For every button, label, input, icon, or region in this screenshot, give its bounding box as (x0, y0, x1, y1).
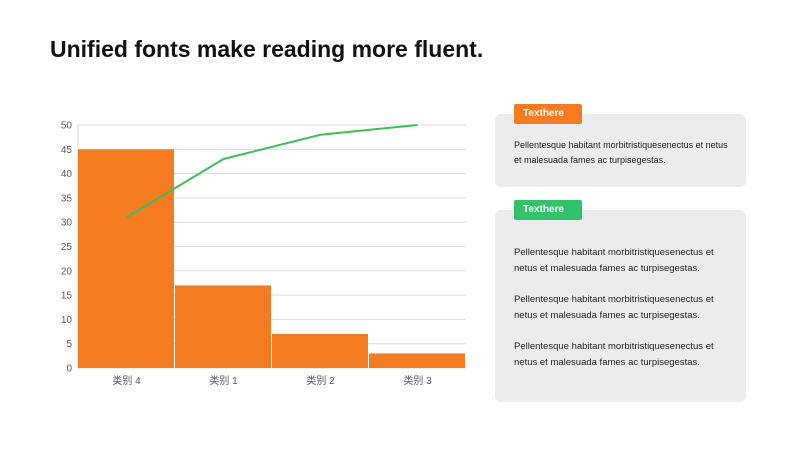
line-series (125, 124, 418, 219)
bar (78, 149, 174, 368)
cumulative-line (125, 124, 418, 219)
x-tick-label: 类别 3 (403, 374, 432, 387)
card-2-paragraph-3: Pellentesque habitant morbitristiquesene… (514, 341, 714, 368)
bar-series (78, 149, 465, 368)
bar (272, 333, 368, 368)
bar (369, 353, 465, 368)
y-tick-label: 0 (66, 364, 72, 375)
x-tick-label: 类别 1 (209, 374, 238, 387)
y-tick-label: 20 (61, 266, 73, 277)
y-tick-label: 35 (61, 193, 73, 204)
info-card-1: Pellentesque habitant morbitristiquesene… (495, 114, 746, 187)
y-tick-label: 30 (61, 218, 73, 229)
axis-ticks: 0 5 10 15 20 25 30 35 40 45 50 类别 4 类别 1 类别 2 类别 3 (61, 121, 432, 388)
y-tick-label: 40 (61, 169, 73, 180)
y-tick-label: 50 (61, 121, 73, 132)
x-tick-label: 类别 4 (112, 374, 141, 387)
y-tick-label: 45 (61, 145, 73, 156)
y-tick-label: 15 (61, 291, 73, 302)
y-tick-label: 25 (61, 242, 73, 253)
x-tick-label: 类别 2 (306, 374, 335, 387)
card-2-paragraph-1: Pellentesque habitant morbitristiquesene… (514, 247, 714, 274)
card-1-paragraph: Pellentesque habitant morbitristiquesene… (514, 140, 728, 165)
y-tick-label: 10 (61, 315, 73, 326)
y-tick-label: 5 (66, 339, 72, 350)
card-2-tag: Texthere (514, 200, 582, 220)
card-1-tag: Texthere (514, 104, 582, 124)
info-card-2: Pellentesque habitant morbitristiquesene… (495, 210, 746, 402)
bar (175, 285, 271, 368)
card-2-paragraph-2: Pellentesque habitant morbitristiquesene… (514, 294, 714, 321)
slide-title: Unified fonts make reading more fluent. (50, 36, 484, 62)
